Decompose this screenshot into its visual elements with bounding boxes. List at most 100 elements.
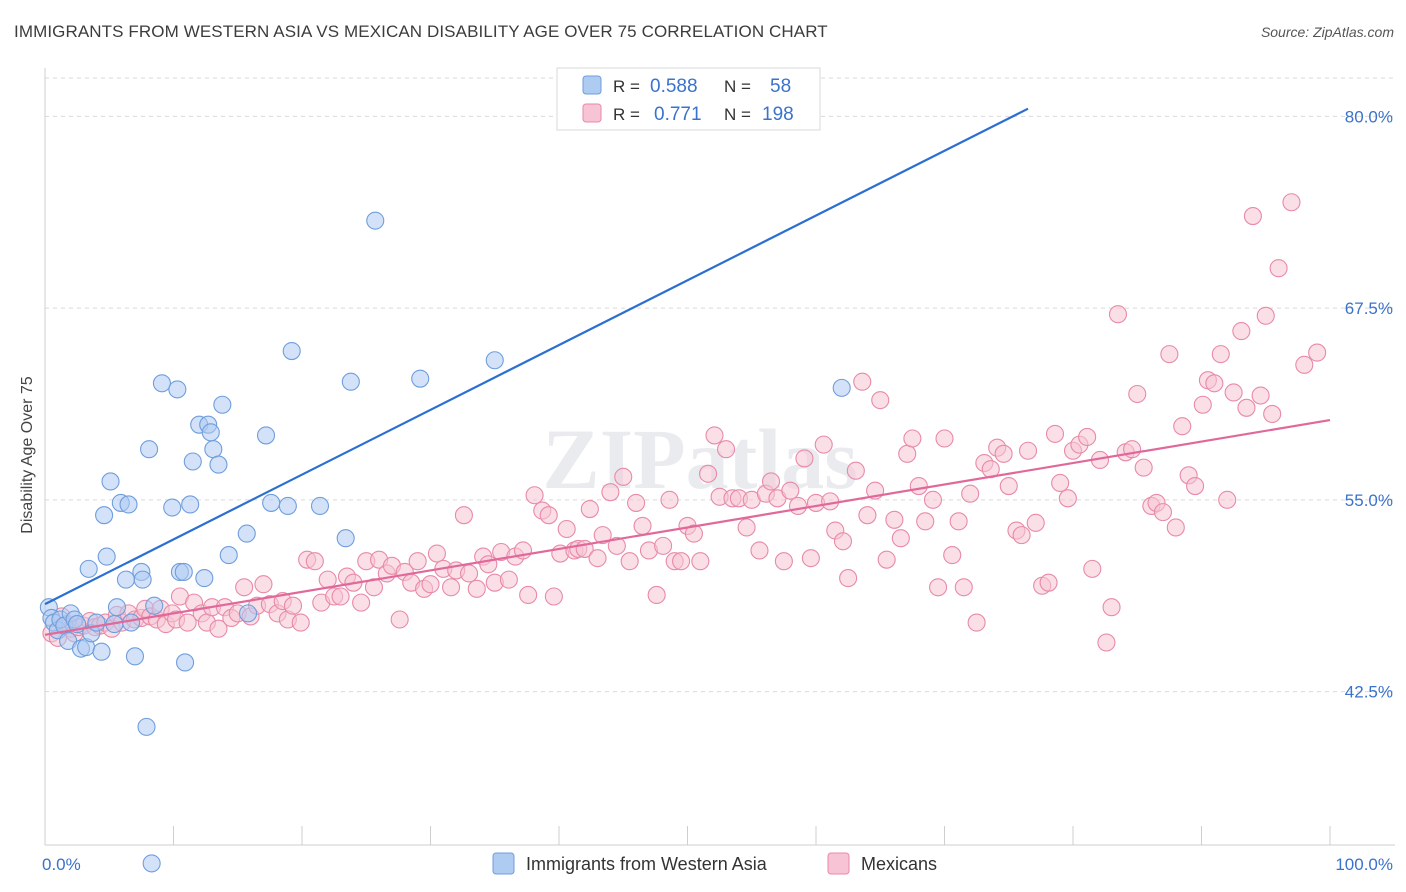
mexicans-point-161 — [1045, 424, 1065, 443]
western-asia-point-44 — [204, 440, 223, 459]
mexicans-point-76 — [499, 570, 518, 589]
mexicans-point-38 — [254, 575, 273, 594]
western-asia-point-18 — [101, 472, 120, 491]
mexicans-point-195 — [1263, 404, 1282, 423]
western-asia-point-47 — [219, 546, 238, 565]
mexicans-point-107 — [699, 464, 718, 483]
mexicans-point-149 — [967, 613, 986, 632]
mexicans-point-143 — [929, 578, 948, 597]
mexicans-point-148 — [961, 484, 980, 503]
y-tick-label-0: 42.5% — [1345, 683, 1393, 702]
mexicans-trend-line — [44, 418, 1331, 636]
mexicans-point-105 — [684, 524, 703, 543]
mexicans-point-144 — [935, 429, 954, 448]
mexicans-point-110 — [716, 440, 736, 459]
western-asia-point-34 — [168, 380, 187, 399]
mexicans-point-189 — [1224, 383, 1243, 402]
mexicans-point-90 — [588, 549, 607, 568]
mexicans-point-162 — [1051, 473, 1070, 493]
legend-r-label-2: R = — [613, 105, 640, 124]
legend-n-label-1: N = — [724, 77, 751, 96]
western-asia-point-20 — [107, 598, 127, 617]
mexicans-point-93 — [607, 536, 626, 555]
western-asia-point-16 — [95, 506, 114, 525]
mexicans-point-99 — [647, 585, 666, 605]
mexicans-point-153 — [994, 444, 1013, 463]
mexicans-point-119 — [774, 552, 793, 571]
mexicans-point-46 — [305, 552, 324, 571]
mexicans-point-194 — [1256, 306, 1275, 325]
series-legend: Immigrants from Western Asia Mexicans — [492, 852, 937, 875]
mexicans-point-95 — [620, 552, 639, 571]
mexicans-point-128 — [833, 532, 853, 551]
mexicans-point-147 — [954, 578, 973, 597]
mexicans-point-117 — [761, 472, 781, 491]
mexicans-point-121 — [788, 496, 808, 516]
western-asia-point-57 — [366, 211, 385, 230]
mexicans-point-69 — [454, 506, 473, 525]
mexicans-point-106 — [691, 552, 710, 571]
mexicans-point-89 — [580, 500, 599, 519]
legend-swatch-western-asia — [492, 852, 515, 875]
western-asia-point-43 — [201, 423, 220, 442]
mexicans-point-145 — [943, 546, 962, 565]
mexicans-point-166 — [1078, 427, 1097, 447]
y-axis-title: Disability Age Over 75 — [19, 376, 36, 534]
mexicans-point-91 — [593, 526, 612, 545]
western-asia-point-59 — [485, 351, 504, 370]
western-asia-point-60 — [832, 378, 851, 397]
y-tick-label-2: 67.5% — [1345, 299, 1393, 318]
western-asia-point-28 — [137, 717, 156, 736]
western-asia-point-33 — [163, 498, 182, 517]
western-asia-trend-line — [44, 107, 1029, 606]
mexicans-point-187 — [1211, 345, 1230, 364]
mexicans-point-100 — [654, 536, 673, 555]
mexicans-point-132 — [858, 506, 877, 525]
mexicans-point-92 — [601, 483, 620, 502]
western-asia-point-53 — [282, 342, 301, 361]
western-asia-point-48 — [237, 524, 256, 543]
x-tick-label-max: 100.0% — [1335, 855, 1393, 874]
legend-label-mexicans: Mexicans — [861, 854, 937, 874]
mexicans-point-174 — [1128, 384, 1147, 404]
mexicans-point-139 — [903, 429, 922, 448]
western-asia-point-41 — [195, 569, 214, 588]
mexicans-point-137 — [891, 529, 910, 548]
mexicans-point-26 — [178, 613, 197, 632]
mexicans-point-70 — [459, 564, 479, 583]
western-asia-point-37 — [176, 653, 195, 672]
mexicans-point-178 — [1153, 503, 1172, 522]
axes — [44, 68, 1395, 846]
trend-lines — [44, 107, 1331, 636]
mexicans-point-197 — [1282, 193, 1301, 212]
x-tick-label-min: 0.0% — [42, 855, 81, 874]
mexicans-point-190 — [1232, 322, 1251, 341]
mexicans-point-131 — [853, 372, 872, 391]
mexicans-point-82 — [539, 506, 558, 525]
western-asia-point-56 — [341, 372, 360, 391]
mexicans-point-156 — [1012, 526, 1031, 545]
western-asia-point-25 — [125, 647, 144, 666]
mexicans-point-79 — [519, 585, 538, 605]
western-asia-point-45 — [209, 455, 228, 474]
western-asia-point-24 — [122, 613, 141, 632]
mexicans-point-198 — [1295, 355, 1314, 374]
mexicans-point-67 — [442, 578, 461, 597]
western-asia-point-14 — [87, 613, 106, 632]
mexicans-point-158 — [1026, 513, 1045, 532]
mexicans-point-169 — [1097, 633, 1116, 652]
mexicans-point-83 — [544, 587, 563, 606]
western-asia-point-22 — [116, 570, 136, 589]
western-asia-point-39 — [183, 452, 202, 471]
western-asia-point-17 — [97, 547, 116, 566]
mexicans-point-50 — [331, 587, 350, 606]
mexicans-point-184 — [1193, 395, 1212, 414]
western-asia-point-38 — [181, 495, 200, 514]
mexicans-point-160 — [1039, 573, 1058, 592]
mexicans-point-120 — [781, 481, 800, 500]
mexicans-point-31 — [209, 619, 228, 638]
x-tick-labels: 0.0% 100.0% — [42, 855, 1393, 874]
western-asia-point-55 — [336, 529, 355, 548]
mexicans-point-94 — [614, 467, 633, 486]
